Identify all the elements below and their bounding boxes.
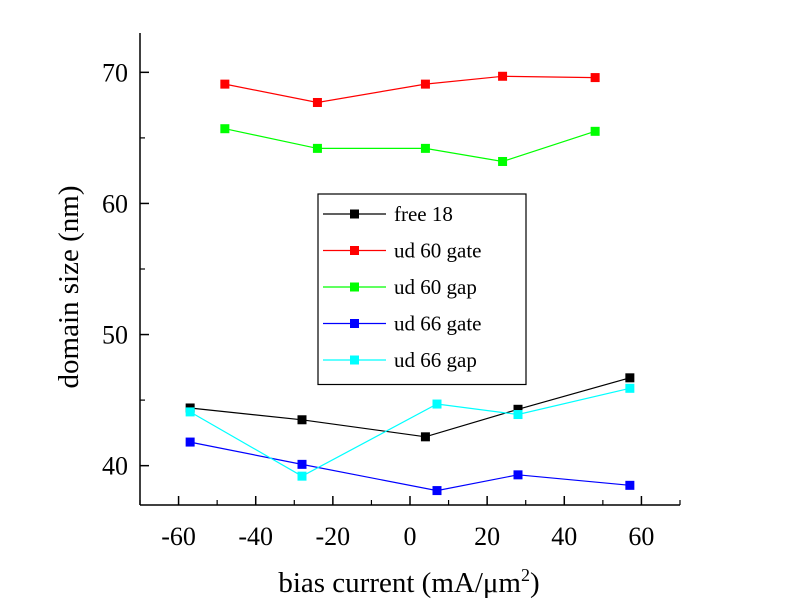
series-line [190,377,631,438]
y-tick-label: 60 [102,189,128,218]
x-tick-label: -20 [316,522,351,551]
legend-marker [350,209,359,219]
data-point [625,373,635,383]
data-point [625,480,635,490]
data-point [513,404,523,414]
y-axis-ticks: 40 50 60 70 [102,58,149,481]
data-point [185,407,195,417]
legend-item: ud 60 gate [323,239,481,263]
x-tick-label: -40 [238,522,273,551]
data-point [625,383,635,393]
legend-item: free 18 [323,202,453,226]
data-point [185,437,195,447]
series-line [189,387,631,477]
x-tick-label: 40 [551,522,577,551]
y-tick-label: 70 [102,58,128,87]
data-point [297,415,307,425]
x-tick-label: 0 [404,522,417,551]
legend-label: ud 60 gate [394,239,481,263]
data-point [420,432,430,442]
legend-marker [350,355,359,365]
data-point [297,459,307,469]
y-axis-title: domain size (nm) [53,186,85,389]
legend-label: ud 66 gate [394,312,481,336]
legend-label: ud 66 gap [394,348,477,372]
x-tick-label: -60 [161,522,196,551]
legend-marker [350,319,359,328]
y-tick-label: 50 [102,321,128,350]
x-tick-label: 60 [628,522,654,551]
data-point [513,410,523,420]
x-tick-label: 20 [474,522,500,551]
data-point [590,73,600,83]
legend-label: free 18 [394,202,453,226]
data-point [312,143,322,153]
x-axis-title-suffix: ) [530,567,540,599]
data-point [220,79,230,89]
x-axis-title: bias current (mA/μm2) [278,565,539,599]
series-ud-66-gate [185,437,635,496]
legend-label: ud 60 gap [394,275,477,299]
legend-marker [350,246,359,255]
legend-item: ud 66 gate [323,312,481,336]
x-axis-title-superscript: 2 [521,565,530,585]
series-line [224,128,596,163]
data-point [590,126,600,136]
legend-marker [350,282,359,292]
series-layer [185,71,635,496]
series-ud-66-gap [185,383,635,481]
data-point [312,97,322,107]
y-tick-label: 40 [102,452,128,481]
data-point [513,470,523,480]
data-point [432,399,442,409]
data-point [498,156,508,166]
data-point [220,124,230,134]
data-point [432,486,442,496]
legend-item: ud 66 gap [323,348,477,372]
data-point [420,79,430,89]
x-axis-title-main: bias current (mA/μm [278,567,521,599]
data-point [297,471,307,481]
series-ud-60-gap [220,124,600,166]
x-axis-ticks: -60 -40 -20 0 20 40 60 [139,496,681,551]
series-ud-60-gate [220,71,600,107]
series-line [224,75,596,104]
data-point [420,143,430,153]
data-point [498,71,508,81]
legend-item: ud 60 gap [323,275,477,299]
legend: free 18 ud 60 gate ud 60 gap ud 66 gate ud 6… [317,193,527,386]
